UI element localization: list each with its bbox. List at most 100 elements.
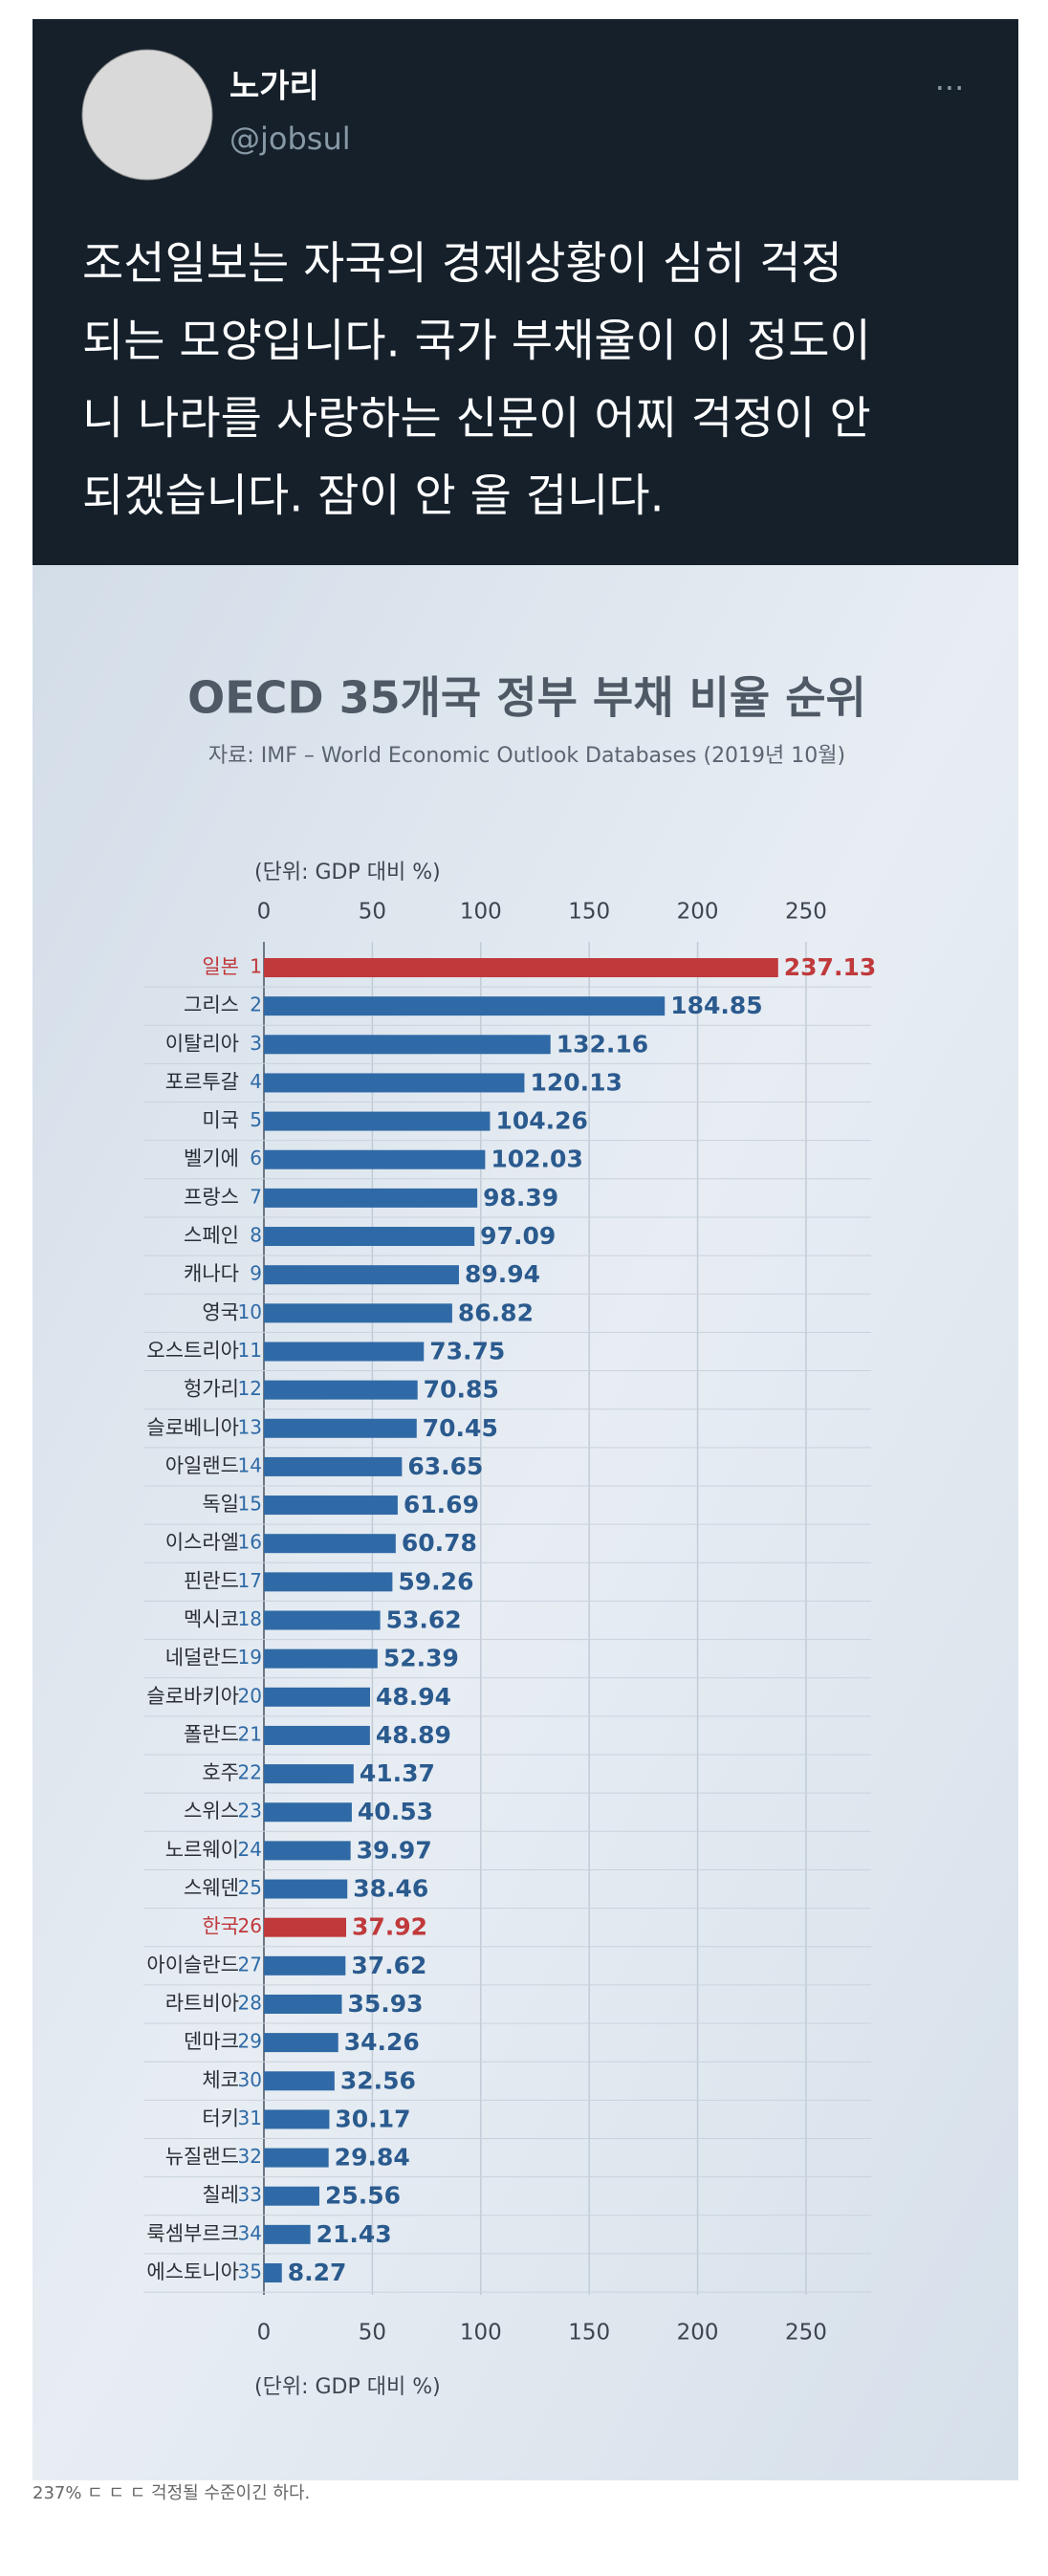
bar [264,1111,491,1131]
bar [264,2071,335,2091]
rank-label: 21 [238,1722,262,1745]
unit-label: (단위: GDP 대비 %) [254,2375,441,2399]
category-label: 스웨덴 [184,1877,239,1900]
category-label: 핀란드 [184,1569,239,1592]
category-label: 룩셈부르크 [146,2222,239,2245]
value-label: 48.94 [376,1683,451,1711]
category-label: 뉴질랜드 [165,2146,239,2169]
value-label: 120.13 [530,1068,622,1096]
category-label: 슬로베니아 [146,1416,239,1439]
avatar[interactable] [81,49,213,181]
value-label: 37.62 [351,1952,426,1979]
x-tick-label: 50 [359,900,386,925]
rank-label: 12 [238,1377,262,1400]
category-label: 호주 [202,1761,239,1784]
value-label: 40.53 [358,1798,433,1825]
category-label: 오스트리아 [146,1339,239,1362]
rank-label: 31 [238,2107,262,2129]
bar [264,1380,418,1400]
rank-label: 24 [238,1838,262,1861]
category-label: 이탈리아 [165,1032,239,1055]
bar [264,2186,319,2206]
category-label: 체코 [202,2068,239,2091]
category-label: 포르투갈 [165,1070,239,1093]
category-label: 캐나다 [184,1262,239,1285]
unit-label: (단위: GDP 대비 %) [254,861,441,884]
x-tick-label: 100 [460,2321,502,2346]
bar [264,1534,396,1554]
rank-label: 20 [238,1684,262,1707]
category-label: 그리스 [184,993,239,1016]
bar [264,1227,475,1247]
rank-label: 33 [238,2183,262,2206]
rank-label: 8 [250,1224,262,1247]
bar [264,1725,370,1745]
category-label: 한국 [202,1915,239,1938]
rank-label: 34 [238,2221,262,2244]
category-label: 영국 [202,1300,239,1323]
x-tick-label: 250 [785,2321,827,2346]
tweet-line: 되겠습니다. 잠이 안 올 겁니다. [82,470,665,523]
chart-image [33,565,1018,2480]
value-label: 32.56 [340,2066,416,2094]
value-label: 37.92 [352,1913,427,1941]
category-label: 덴마크 [184,2030,239,2053]
user-handle[interactable]: @jobsul [229,120,351,157]
category-label: 에스토니아 [146,2260,239,2283]
value-label: 39.97 [357,1836,432,1864]
tweet-line: 조선일보는 자국의 경제상황이 심히 걱정 [82,238,842,291]
x-tick-label: 150 [568,900,610,925]
rank-label: 25 [238,1876,262,1899]
bar [264,1418,417,1438]
category-label: 독일 [202,1493,239,1516]
rank-label: 5 [250,1108,262,1131]
bar [264,1495,398,1516]
user-name[interactable]: 노가리 [229,68,319,106]
bar [264,2263,282,2282]
value-label: 29.84 [335,2144,410,2172]
category-label: 칠레 [202,2184,239,2207]
bar [264,2148,329,2168]
bar [264,1764,354,1784]
bar [264,1994,342,2014]
chart-title: OECD 35개국 정부 부채 비율 순위 [187,672,866,724]
value-label: 53.62 [386,1606,462,1634]
value-label: 41.37 [360,1759,435,1787]
x-tick-label: 250 [785,900,827,925]
rank-label: 7 [250,1185,262,1208]
rank-label: 23 [238,1800,262,1823]
category-label: 이스라엘 [165,1531,239,1554]
category-label: 아이슬란드 [146,1954,239,1976]
value-label: 25.56 [325,2182,401,2210]
rank-label: 18 [238,1607,262,1630]
value-label: 70.85 [424,1376,499,1404]
bar [264,1955,346,1976]
value-label: 104.26 [495,1107,587,1135]
more-button[interactable]: ··· [935,70,965,106]
value-label: 98.39 [483,1184,558,1212]
category-label: 프랑스 [184,1186,239,1209]
x-tick-label: 100 [460,900,502,925]
category-label: 아일랜드 [165,1454,239,1477]
category-label: 스페인 [184,1224,239,1247]
category-label: 멕시코 [184,1608,239,1631]
rank-label: 35 [238,2260,262,2283]
chart-subtitle: 자료: IMF – World Economic Outlook Databas… [208,744,845,768]
value-label: 97.09 [480,1222,556,1250]
value-label: 237.13 [784,953,876,981]
tweet-line: 되는 모양입니다. 국가 부채율이 이 정도이 [82,316,871,368]
category-label: 노르웨이 [165,1838,239,1861]
bar [264,1456,403,1476]
bar [264,1188,478,1208]
rank-label: 10 [238,1300,262,1323]
value-label: 86.82 [458,1299,534,1326]
category-label: 미국 [202,1109,239,1132]
rank-label: 32 [238,2145,262,2168]
value-label: 60.78 [402,1529,477,1557]
category-label: 폴란드 [184,1723,239,1746]
value-label: 35.93 [347,1990,423,2018]
rank-label: 6 [250,1146,262,1169]
value-label: 73.75 [429,1337,505,1364]
